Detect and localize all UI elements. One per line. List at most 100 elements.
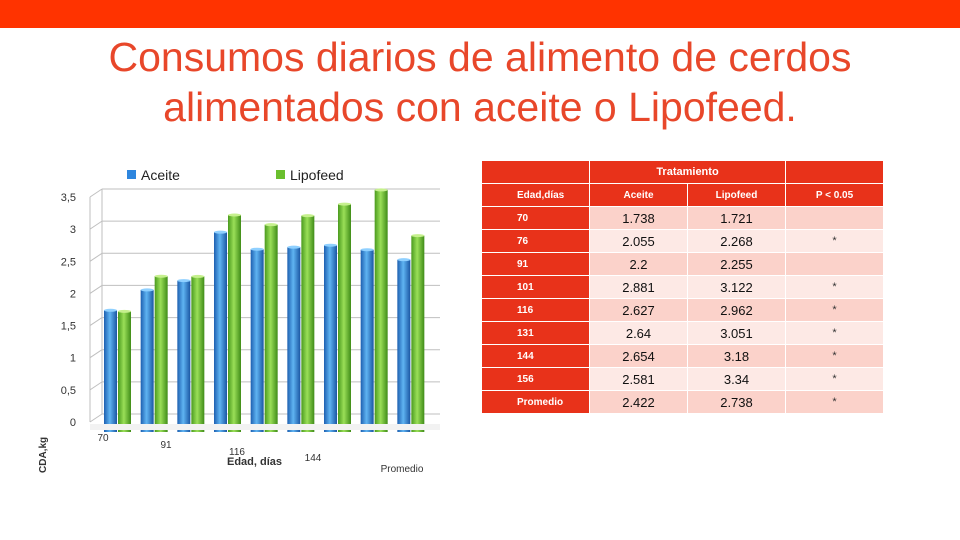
y-tick-label: 3,5 <box>61 192 76 204</box>
value-cell: 1.721 <box>687 206 786 230</box>
bar-top <box>191 274 205 278</box>
bar-top <box>397 258 411 262</box>
bar-lipofeed <box>154 276 168 432</box>
x-tick-label: Promedio <box>381 464 424 475</box>
significance-cell: * <box>785 344 884 368</box>
bar-top <box>411 234 425 238</box>
table-header-row: Edad,días Aceite Lipofeed P < 0.05 <box>481 183 884 207</box>
value-cell: 2.581 <box>589 367 688 391</box>
bar-top <box>140 288 154 292</box>
bar-lipofeed <box>411 235 425 432</box>
significance-cell: * <box>785 298 884 322</box>
significance-cell <box>785 206 884 230</box>
bar-top <box>374 188 388 192</box>
value-cell: 2.055 <box>589 229 688 253</box>
table-row: 70 1.738 1.721 <box>481 206 884 230</box>
bar-aceite <box>140 289 154 432</box>
x-tick-label: 116 <box>229 447 245 458</box>
value-cell: 2.654 <box>589 344 688 368</box>
row-label: 91 <box>481 252 590 276</box>
table-title-corner <box>481 160 590 184</box>
table-row: 116 2.627 2.962 * <box>481 298 884 322</box>
bar-top <box>250 247 264 251</box>
value-cell: 2.64 <box>589 321 688 345</box>
bar-top <box>264 223 278 227</box>
y-tick-label: 0,5 <box>61 385 76 397</box>
row-label: 70 <box>481 206 590 230</box>
top-accent-bar <box>0 0 960 28</box>
value-cell: 2.881 <box>589 275 688 299</box>
y-axis-title: CDA,kg <box>38 437 49 473</box>
bar-lipofeed <box>228 215 241 432</box>
table-row: 91 2.2 2.255 <box>481 252 884 276</box>
column-header: Edad,días <box>481 183 590 207</box>
y-tick-label: 1,5 <box>61 321 76 333</box>
y-tick-label: 2,5 <box>61 256 76 268</box>
row-label: 156 <box>481 367 590 391</box>
column-header: Lipofeed <box>687 183 786 207</box>
bar-aceite <box>360 249 374 432</box>
bar-aceite <box>250 249 264 432</box>
bar-top <box>301 214 315 218</box>
bar-top <box>287 245 301 249</box>
gridline-depth <box>89 188 103 198</box>
row-label: 144 <box>481 344 590 368</box>
table-row: 76 2.055 2.268 * <box>481 229 884 253</box>
table-title-row: Tratamiento <box>481 160 884 184</box>
x-axis-title: Edad, días <box>227 456 282 468</box>
y-tick-label: 0 <box>70 417 76 429</box>
value-cell: 2.627 <box>589 298 688 322</box>
gridline-depth <box>89 220 103 230</box>
value-cell: 2.738 <box>687 390 786 414</box>
bar-aceite <box>287 247 301 432</box>
y-tick-label: 3 <box>70 224 76 236</box>
bar-top <box>154 274 168 278</box>
row-label: Promedio <box>481 390 590 414</box>
value-cell: 2.422 <box>589 390 688 414</box>
value-cell: 3.051 <box>687 321 786 345</box>
y-tick-label: 2 <box>70 288 76 300</box>
row-label: 116 <box>481 298 590 322</box>
value-cell: 1.738 <box>589 206 688 230</box>
bar-lipofeed <box>191 276 205 432</box>
significance-cell <box>785 252 884 276</box>
row-label: 131 <box>481 321 590 345</box>
value-cell: 2.962 <box>687 298 786 322</box>
value-cell: 3.34 <box>687 367 786 391</box>
legend-label: Aceite <box>141 167 180 183</box>
bar-top <box>118 309 131 313</box>
bar-top <box>104 308 117 312</box>
significance-cell: * <box>785 275 884 299</box>
gridline-depth <box>89 349 103 359</box>
gridline-depth <box>89 413 103 423</box>
bar-top <box>214 230 227 234</box>
gridline-depth <box>89 317 103 326</box>
value-cell: 3.18 <box>687 344 786 368</box>
y-tick-label: 1 <box>70 353 76 365</box>
bar-lipofeed <box>374 189 388 432</box>
bar-aceite <box>397 259 411 432</box>
gridline-depth <box>89 381 103 391</box>
bar-aceite <box>177 280 191 432</box>
legend-swatch <box>276 170 285 179</box>
bar-lipofeed <box>301 215 315 432</box>
value-cell: 2.255 <box>687 252 786 276</box>
x-tick-label: 70 <box>97 433 109 444</box>
bar-chart: 0 0,5 1 1,5 2 2,5 3 3,5 70 91 116 144 Promedio Edad, … <box>38 167 440 475</box>
bar-lipofeed <box>264 224 278 432</box>
data-table: Tratamiento Edad,días Aceite Lipofeed P … <box>481 160 884 414</box>
bar-aceite <box>104 310 117 432</box>
value-cell: 2.268 <box>687 229 786 253</box>
table-header-title: Tratamiento <box>589 160 786 184</box>
gridline-depth <box>89 285 103 294</box>
bar-top <box>228 213 241 217</box>
bar-lipofeed <box>118 311 131 432</box>
table-row: 156 2.581 3.34 * <box>481 367 884 391</box>
value-cell: 2.2 <box>589 252 688 276</box>
table-row: 131 2.64 3.051 * <box>481 321 884 345</box>
row-label: 101 <box>481 275 590 299</box>
bar-top <box>360 248 374 252</box>
bar-lipofeed <box>338 204 351 432</box>
chart-floor <box>90 424 440 430</box>
bar-top <box>324 243 337 247</box>
